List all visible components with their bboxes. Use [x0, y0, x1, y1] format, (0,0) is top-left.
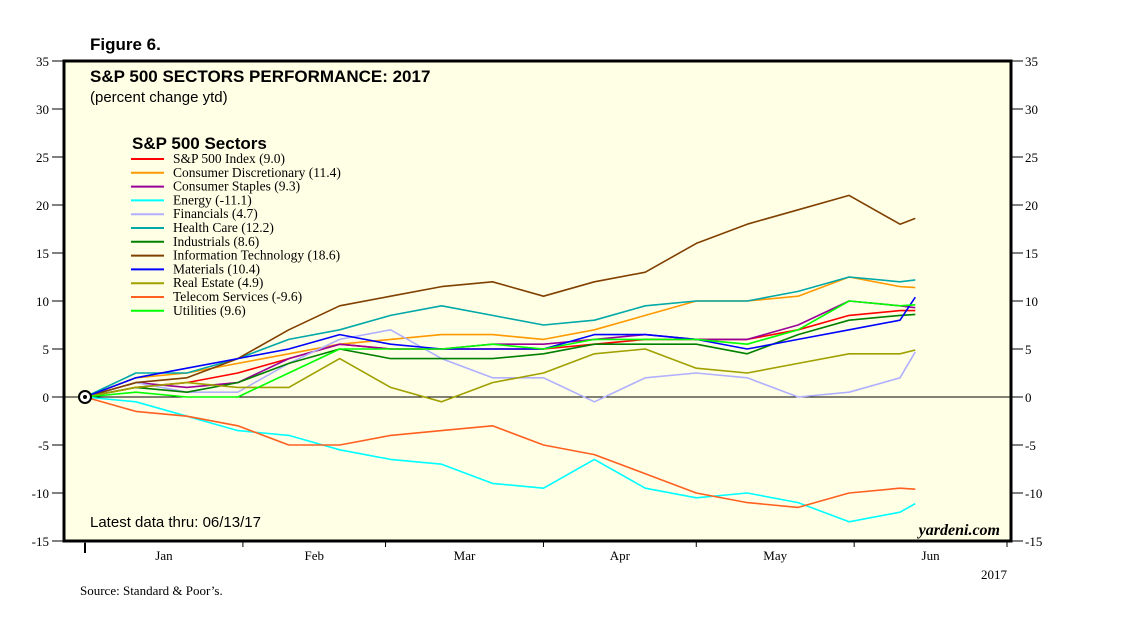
latest-data-note: Latest data thru: 06/13/17: [90, 514, 261, 531]
series-line-real-estate: [84, 348, 916, 403]
chart-title: S&P 500 SECTORS PERFORMANCE: 2017: [90, 67, 430, 86]
legend-label: S&P 500 Index (9.0): [173, 151, 285, 166]
y-tick-label-right: 10: [1025, 294, 1038, 309]
x-axis: Jan Feb Mar Apr May Jun: [84, 541, 1008, 563]
series-line-materials: [84, 296, 916, 398]
series-line-telecom-services: [84, 396, 916, 509]
x-tick-label: Jun: [922, 548, 941, 563]
source-note: Source: Standard & Poor’s.: [80, 583, 223, 598]
legend-label: Health Care (12.2): [173, 220, 274, 235]
y-tick-label-left: -10: [32, 486, 49, 501]
legend-label: Telecom Services (-9.6): [173, 289, 302, 304]
x-tick-label: May: [763, 548, 787, 563]
legend-label: Utilities (9.6): [173, 303, 246, 318]
legend-label: Industrials (8.6): [173, 234, 259, 249]
series-line-utilities: [84, 300, 916, 398]
y-tick-label-left: -15: [32, 534, 49, 549]
legend: S&P 500 Index (9.0)Consumer Discretionar…: [131, 151, 341, 318]
chart-subtitle: (percent change ytd): [90, 89, 228, 106]
legend-label: Information Technology (18.6): [173, 248, 340, 263]
legend-label: Consumer Staples (9.3): [173, 179, 300, 194]
y-tick-label-left: 25: [36, 150, 49, 165]
series-line-information-technology: [84, 194, 916, 398]
x-tick-label: Feb: [304, 548, 324, 563]
year-label: 2017: [981, 567, 1008, 582]
y-tick-label-left: -5: [38, 438, 49, 453]
y-axes: 35 35 30 30 25 25 20 20 15 15 10 10 5 5 0 0 -5 -5 -10 -10 -1…: [32, 54, 1043, 549]
legend-label: Financials (4.7): [173, 206, 258, 221]
figure-label: Figure 6.: [90, 35, 161, 54]
origin-marker-dot: [83, 395, 87, 399]
y-tick-label-left: 0: [43, 390, 50, 405]
legend-label: Materials (10.4): [173, 261, 260, 276]
y-tick-label-right: -15: [1025, 534, 1042, 549]
x-tick-label: Apr: [610, 548, 631, 563]
series-line-industrials: [84, 313, 916, 398]
legend-label: Consumer Discretionary (11.4): [173, 165, 341, 180]
legend-label: Energy (-11.1): [173, 192, 252, 207]
y-tick-label-right: 30: [1025, 102, 1038, 117]
x-tick-label: Mar: [454, 548, 476, 563]
series-line-consumer-discretionary: [84, 276, 916, 398]
y-tick-label-right: 5: [1025, 342, 1032, 357]
watermark: yardeni.com: [917, 522, 1000, 539]
y-tick-label-left: 35: [36, 54, 49, 69]
x-tick-label: Jan: [155, 548, 173, 563]
y-tick-label-right: 35: [1025, 54, 1038, 69]
y-tick-label-right: 25: [1025, 150, 1038, 165]
y-tick-label-right: -5: [1025, 438, 1036, 453]
y-tick-label-left: 10: [36, 294, 49, 309]
y-tick-label-left: 15: [36, 246, 49, 261]
y-tick-label-right: 0: [1025, 390, 1032, 405]
y-tick-label-left: 5: [43, 342, 50, 357]
y-tick-label-left: 20: [36, 198, 49, 213]
legend-title: S&P 500 Sectors: [132, 134, 267, 153]
y-tick-label-left: 30: [36, 102, 49, 117]
series-lines: [84, 194, 916, 523]
y-tick-label-right: -10: [1025, 486, 1042, 501]
legend-label: Real Estate (4.9): [173, 275, 263, 290]
y-tick-label-right: 15: [1025, 246, 1038, 261]
y-tick-label-right: 20: [1025, 198, 1038, 213]
